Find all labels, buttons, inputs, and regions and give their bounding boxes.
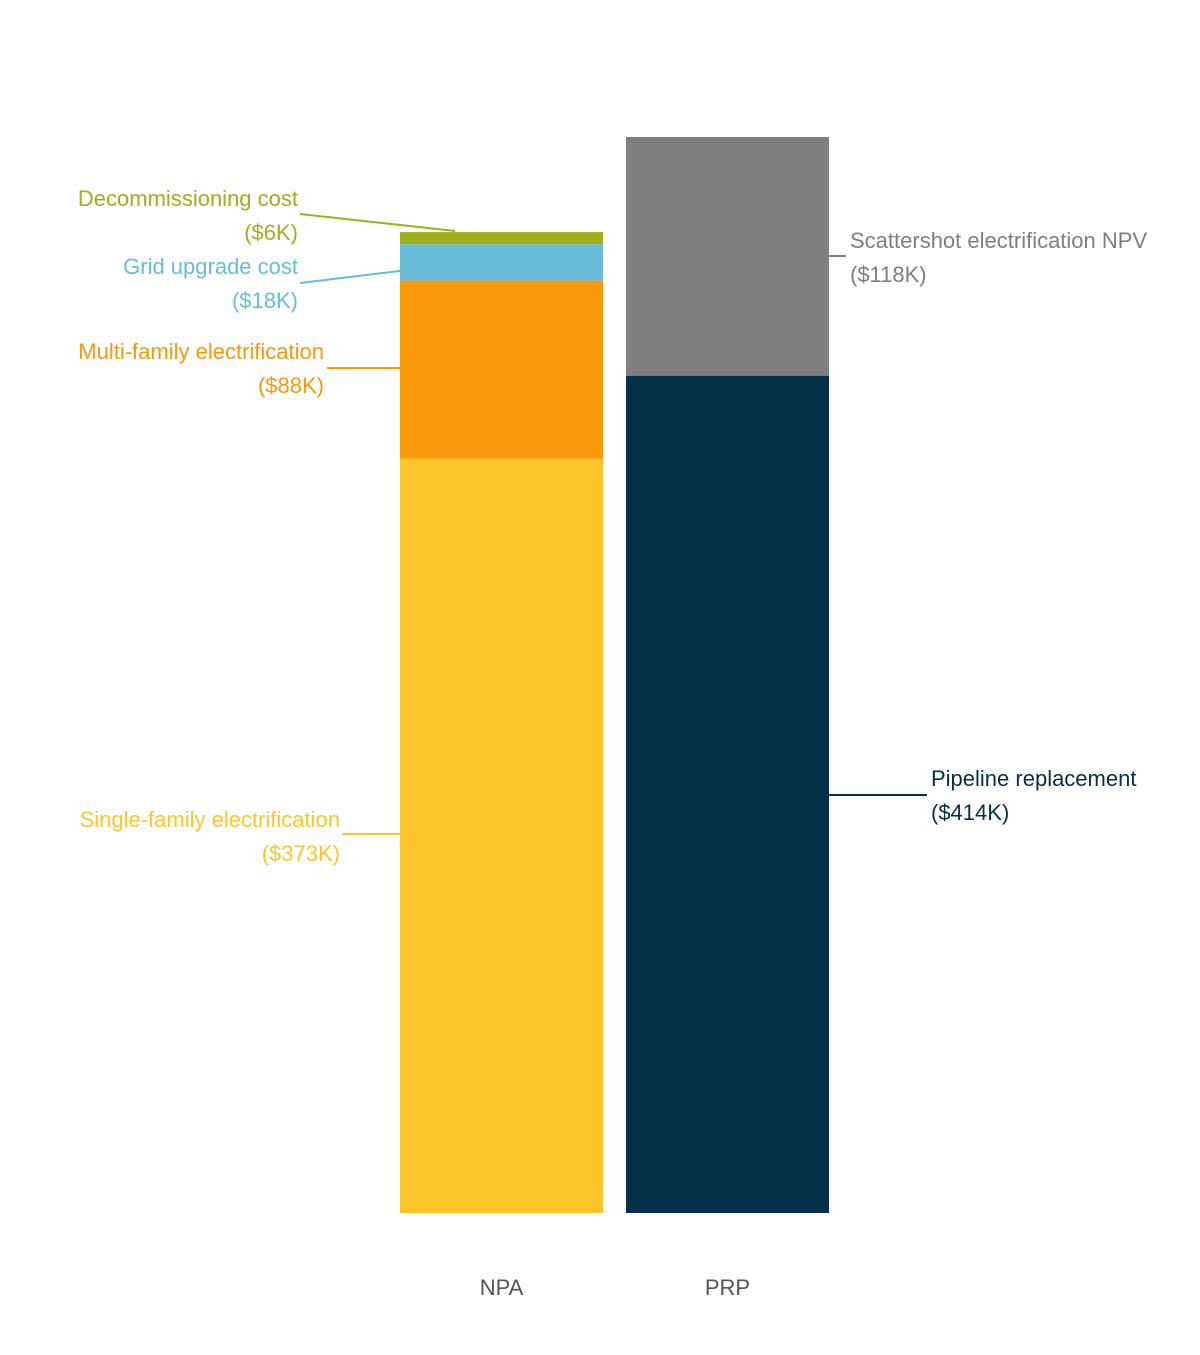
bar-segment-scattershot (626, 137, 829, 376)
segment-value-multi_family: ($88K) (258, 373, 324, 398)
segment-value-pipeline: ($414K) (931, 800, 1009, 825)
segment-label-multi_family: Multi-family electrification (78, 339, 324, 364)
segment-label-single_family: Single-family electrification (80, 807, 340, 832)
leader-line-decommissioning (299, 213, 456, 232)
x-tick-label-prp: PRP (705, 1275, 750, 1300)
segment-label-grid_upgrade: Grid upgrade cost (123, 254, 298, 279)
bar-segment-single_family (400, 458, 603, 1214)
segment-value-decommissioning: ($6K) (244, 220, 298, 245)
bar-segment-pipeline (626, 375, 829, 1213)
bar-segment-decommissioning (400, 232, 603, 245)
bar-segment-multi_family (400, 280, 603, 459)
segment-value-grid_upgrade: ($18K) (232, 288, 298, 313)
segment-value-single_family: ($373K) (262, 841, 340, 866)
segment-value-scattershot: ($118K) (850, 262, 927, 287)
segment-label-pipeline: Pipeline replacement (931, 766, 1136, 791)
segment-label-scattershot: Scattershot electrification NPV (850, 228, 1147, 253)
bar-segment-grid_upgrade (400, 244, 603, 281)
x-tick-label-npa: NPA (480, 1275, 524, 1300)
leader-line-grid_upgrade (299, 270, 401, 284)
segment-label-decommissioning: Decommissioning cost (78, 186, 298, 211)
